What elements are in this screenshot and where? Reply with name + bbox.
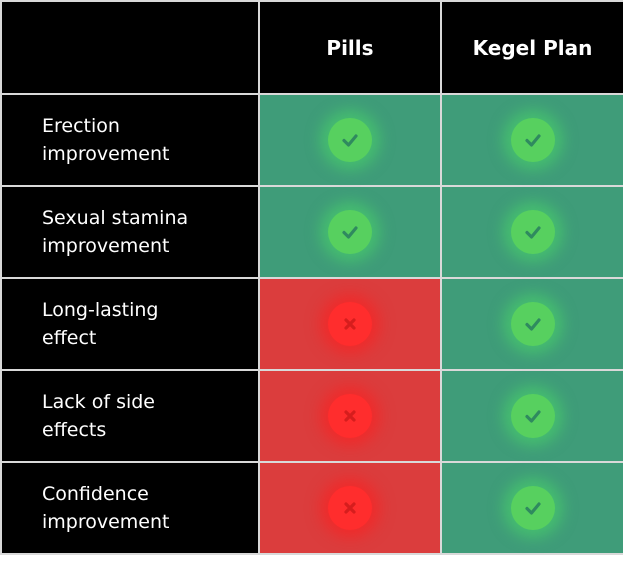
row-label-line-2: effect <box>42 327 97 349</box>
comparison-table: Pills Kegel Plan Erection improvement Se… <box>0 0 623 555</box>
check-circle-icon <box>328 210 372 254</box>
row-label-line-2: improvement <box>42 235 170 257</box>
row-label-line-1: Sexual stamina <box>42 207 189 229</box>
kegel-value-cell <box>440 277 623 371</box>
row-label: Sexual stamina improvement <box>0 185 260 279</box>
cross-circle-icon <box>328 302 372 346</box>
kegel-value-cell <box>440 461 623 555</box>
row-label-line-1: Lack of side <box>42 391 155 413</box>
check-circle-icon <box>510 210 555 254</box>
check-circle-icon <box>510 118 555 162</box>
kegel-value-cell <box>440 93 623 187</box>
pills-value-cell <box>258 277 442 371</box>
cross-circle-icon <box>328 486 372 530</box>
pills-value-cell <box>258 93 442 187</box>
row-label-line-2: improvement <box>42 511 170 533</box>
table-row: Lack of side effects <box>0 369 623 463</box>
table-row: Sexual stamina improvement <box>0 185 623 279</box>
table-row: Confidence improvement <box>0 461 623 555</box>
row-label-line-2: effects <box>42 419 107 441</box>
row-label: Erection improvement <box>0 93 260 187</box>
cross-circle-icon <box>328 394 372 438</box>
row-label: Confidence improvement <box>0 461 260 555</box>
pills-value-cell <box>258 369 442 463</box>
column-header-pills: Pills <box>258 0 442 95</box>
table-header-row: Pills Kegel Plan <box>0 0 623 95</box>
header-corner-cell <box>0 0 260 95</box>
check-circle-icon <box>328 118 372 162</box>
row-label-line-1: Erection <box>42 115 120 137</box>
check-circle-icon <box>510 302 555 346</box>
row-label: Lack of side effects <box>0 369 260 463</box>
table-row: Long-lasting effect <box>0 277 623 371</box>
row-label: Long-lasting effect <box>0 277 260 371</box>
pills-value-cell <box>258 185 442 279</box>
kegel-value-cell <box>440 369 623 463</box>
check-circle-icon <box>510 486 555 530</box>
table-row: Erection improvement <box>0 93 623 187</box>
kegel-value-cell <box>440 185 623 279</box>
row-label-line-1: Long-lasting <box>42 299 159 321</box>
row-label-line-2: improvement <box>42 143 170 165</box>
table-body: Erection improvement Sexual stamina impr… <box>0 93 623 555</box>
check-circle-icon <box>510 394 555 438</box>
row-label-line-1: Confidence <box>42 483 149 505</box>
pills-value-cell <box>258 461 442 555</box>
column-header-kegel-plan: Kegel Plan <box>440 0 623 95</box>
